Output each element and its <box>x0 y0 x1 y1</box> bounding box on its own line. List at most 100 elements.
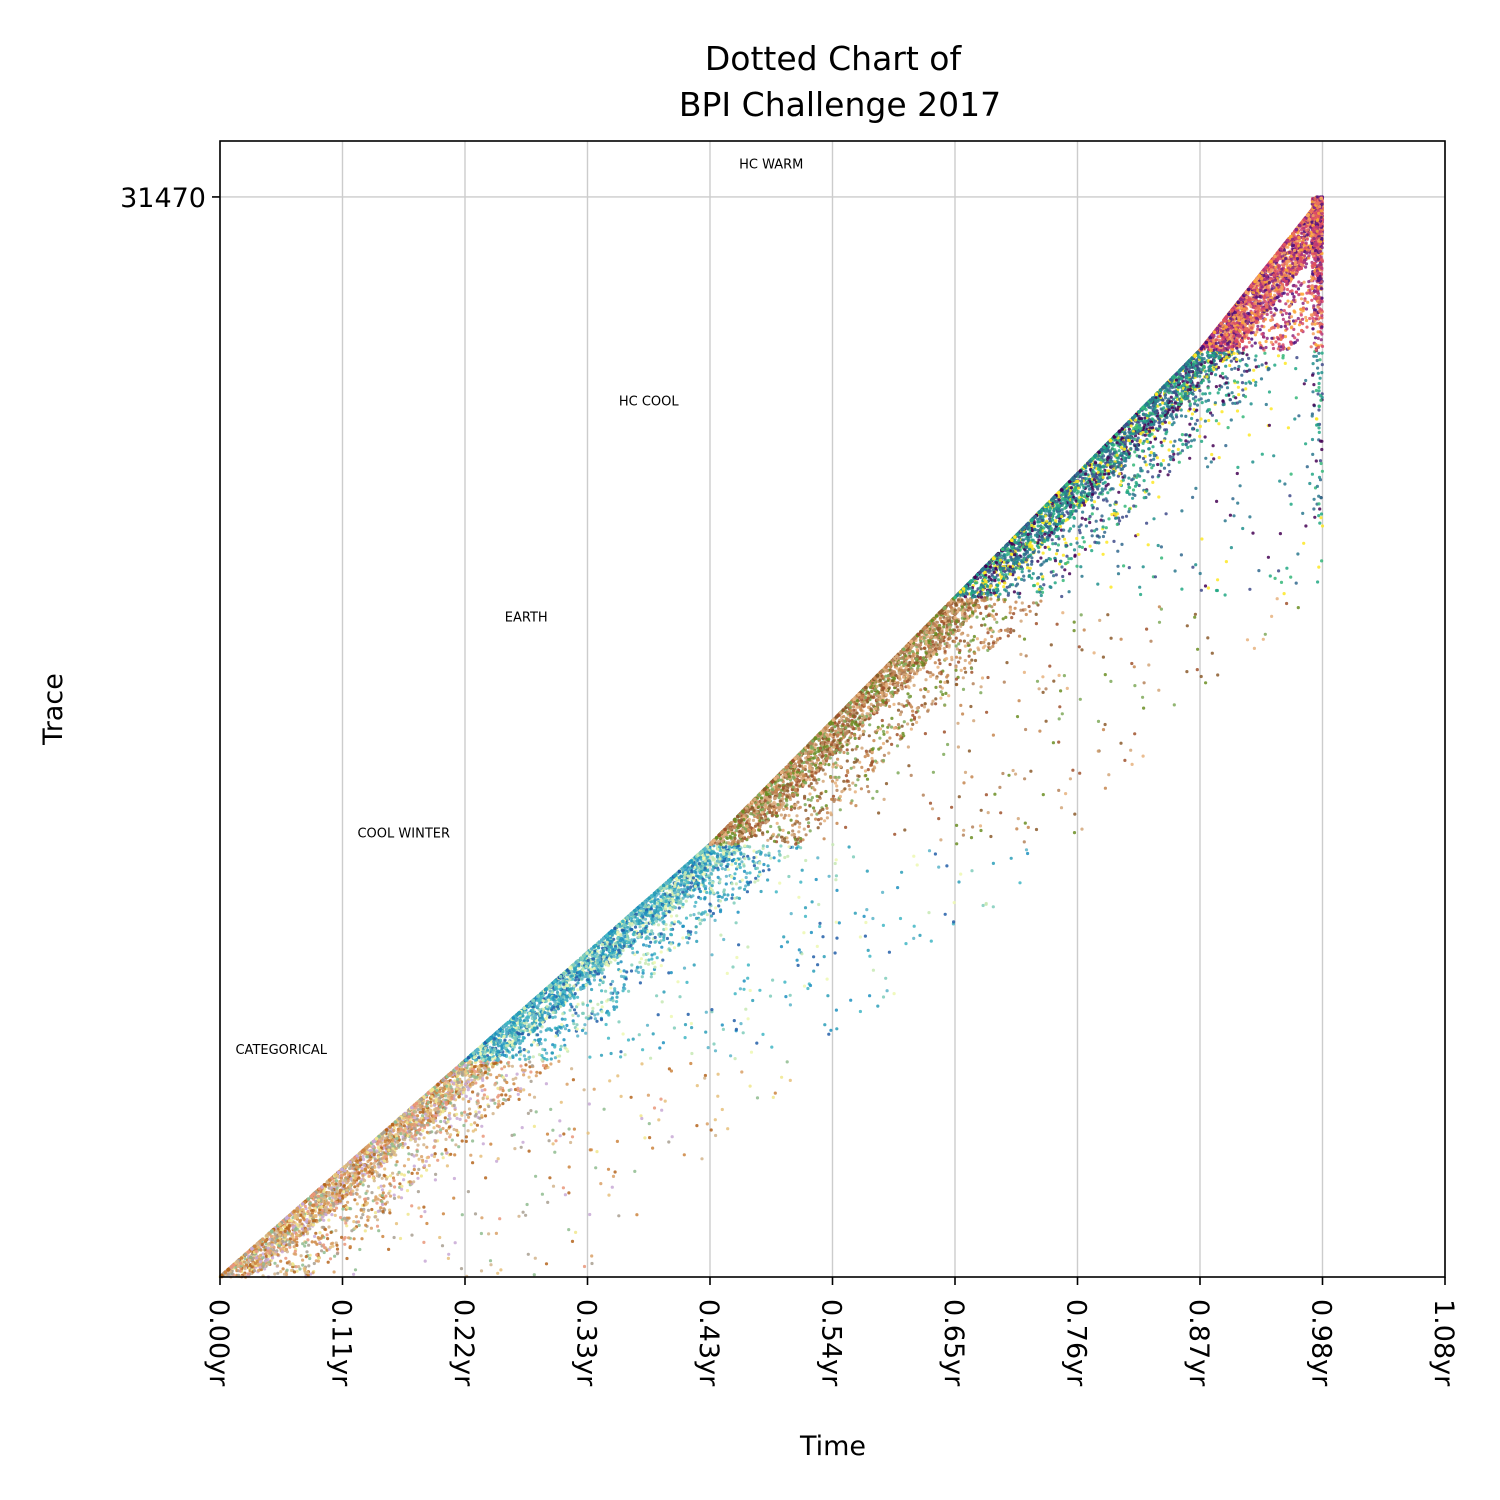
event-dot <box>392 1178 396 1183</box>
event-dot <box>623 1053 627 1057</box>
event-dot <box>253 1269 257 1273</box>
event-dot <box>959 872 963 876</box>
event-dot <box>257 1263 261 1267</box>
event-dot <box>452 1196 456 1200</box>
event-dot <box>443 1094 447 1098</box>
event-dot <box>313 1219 317 1223</box>
event-dot <box>634 969 638 973</box>
event-dot <box>655 994 659 998</box>
event-dot <box>415 1171 419 1175</box>
event-dot <box>474 1110 478 1114</box>
event-dot <box>746 1017 750 1021</box>
event-dot <box>635 1213 639 1217</box>
event-dot <box>732 876 736 881</box>
event-dot <box>721 1027 726 1031</box>
event-dot <box>695 1084 699 1088</box>
event-dot <box>670 921 674 925</box>
event-dot <box>353 1185 357 1189</box>
event-dot <box>659 1097 663 1101</box>
event-dot <box>258 1260 262 1264</box>
event-dot <box>305 1220 309 1224</box>
event-dot <box>419 1123 423 1127</box>
event-dot <box>399 1196 404 1200</box>
event-dot <box>279 1259 283 1263</box>
event-dot <box>432 1120 436 1124</box>
event-dot <box>497 1099 501 1103</box>
event-dot <box>496 1157 500 1161</box>
event-dot <box>534 1110 538 1114</box>
event-dot <box>615 1139 620 1143</box>
event-dot <box>281 1239 285 1244</box>
event-dot <box>450 1080 454 1084</box>
event-dot <box>311 1208 315 1212</box>
event-dot <box>501 1075 505 1079</box>
event-dot <box>762 862 766 867</box>
event-dot <box>710 953 714 957</box>
event-dot <box>726 868 731 872</box>
event-dot <box>644 921 649 925</box>
event-dot <box>335 1200 339 1204</box>
event-dot <box>327 1211 331 1215</box>
event-dot <box>314 1215 318 1219</box>
event-dot <box>544 1016 549 1021</box>
event-dot <box>559 1100 563 1104</box>
event-dot <box>501 1102 505 1106</box>
event-dot <box>273 1272 277 1276</box>
event-dot <box>641 1048 645 1052</box>
event-dot <box>415 1131 419 1135</box>
event-dot <box>287 1223 292 1228</box>
event-dot <box>242 1260 246 1264</box>
event-dot <box>504 1093 508 1097</box>
event-dot <box>421 1118 425 1122</box>
event-dot <box>611 999 615 1003</box>
event-dot <box>335 1252 339 1256</box>
event-dot <box>572 1008 577 1012</box>
event-dot <box>517 1035 521 1039</box>
event-dot <box>453 1153 457 1157</box>
event-dot <box>570 1239 575 1243</box>
event-dot <box>720 1107 724 1112</box>
event-dot <box>778 881 782 885</box>
event-dot <box>991 861 996 866</box>
event-dot <box>353 1173 357 1178</box>
event-dot <box>456 1133 460 1137</box>
event-dot <box>399 1142 403 1147</box>
event-dot <box>390 1122 395 1127</box>
event-dot <box>682 966 687 970</box>
event-dot <box>238 1269 242 1273</box>
event-dot <box>745 890 750 894</box>
event-dot <box>531 1055 535 1059</box>
event-dot <box>619 1094 623 1098</box>
event-dot <box>375 1218 380 1222</box>
event-dot <box>834 1008 839 1012</box>
event-dot <box>417 1157 421 1161</box>
event-dot <box>332 1194 336 1198</box>
event-dot <box>616 936 620 941</box>
event-dot <box>726 893 730 897</box>
event-dot <box>497 1044 501 1048</box>
event-dot <box>361 1183 365 1187</box>
event-dot <box>414 1137 418 1141</box>
event-dot <box>419 1174 423 1178</box>
event-dot <box>409 1138 413 1142</box>
event-dot <box>280 1250 284 1254</box>
event-dot <box>353 1268 358 1272</box>
event-dot <box>401 1131 405 1135</box>
event-dot <box>496 1271 500 1275</box>
event-dot <box>382 1184 386 1188</box>
chart-title-line2: BPI Challenge 2017 <box>679 85 1001 124</box>
event-dot <box>952 901 956 905</box>
event-dot <box>491 1065 495 1069</box>
event-dot <box>607 1193 611 1197</box>
event-dot <box>477 1068 481 1072</box>
event-dot <box>353 1226 357 1230</box>
event-dot <box>716 1072 720 1076</box>
event-dot <box>719 933 723 937</box>
event-dot <box>393 1185 397 1189</box>
event-dot <box>433 1178 437 1182</box>
event-dot <box>610 1185 614 1189</box>
event-dot <box>519 1145 523 1149</box>
event-dot <box>347 1236 351 1240</box>
event-dot <box>609 982 613 986</box>
event-dot <box>398 1182 402 1186</box>
